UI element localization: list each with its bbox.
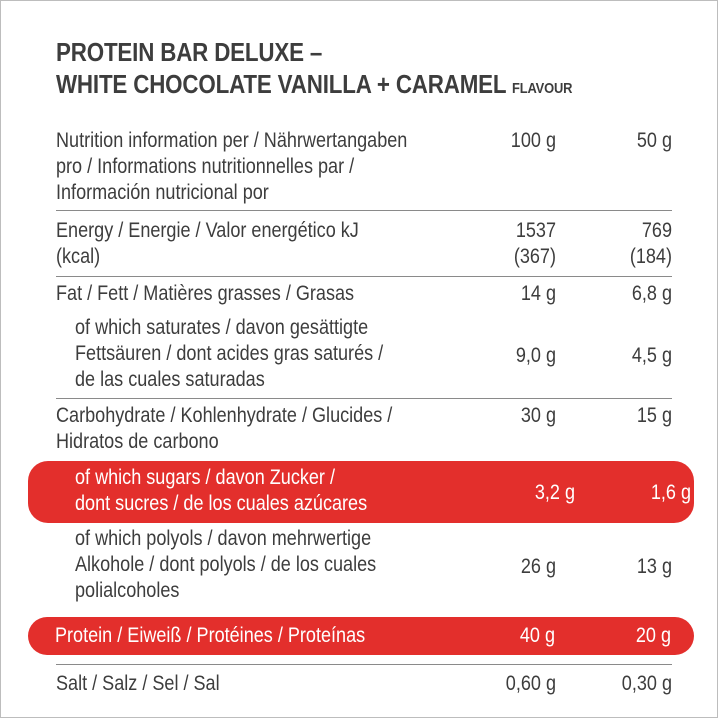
row-label: Protein / Eiweiß / Protéines / Proteínas bbox=[55, 624, 366, 647]
sugars-highlight: of which sugars / davon Zucker / dont su… bbox=[28, 461, 694, 523]
row-value-50g: 1,6 g bbox=[650, 481, 691, 504]
row-value-100g: 40 g bbox=[519, 624, 555, 647]
title-line-2-text: WHITE CHOCOLATE VANILLA + CARAMEL bbox=[56, 69, 507, 99]
row-label: Fat / Fett / Matières grasses / Grasas bbox=[56, 282, 355, 305]
row-value-50g: 0,30 g bbox=[621, 672, 672, 695]
table-row-carbohydrate: Carbohydrate / Kohlenhydrate / Glucides … bbox=[56, 403, 672, 457]
row-label: Carbohydrate / Kohlenhydrate / Glucides … bbox=[56, 404, 393, 453]
header-label: Nutrition information per / Nährwertanga… bbox=[56, 129, 408, 204]
row-label: Salt / Salz / Sel / Sal bbox=[56, 672, 220, 695]
table-header: Nutrition information per / Nährwertanga… bbox=[56, 128, 672, 206]
row-label: of which saturates / davon gesättigte Fe… bbox=[75, 316, 384, 391]
table-row-sugars: of which sugars / davon Zucker / dont su… bbox=[75, 465, 691, 519]
row-value-50g: 13 g bbox=[636, 555, 672, 578]
row-value-100g: 9,0 g bbox=[515, 344, 556, 367]
header-col-50g: 50 g bbox=[636, 129, 672, 152]
flavour-suffix: FLAVOUR bbox=[512, 80, 573, 97]
row-value-50g: 6,8 g bbox=[631, 282, 672, 305]
title-line-2: WHITE CHOCOLATE VANILLA + CARAMEL FLAVOU… bbox=[56, 68, 572, 105]
row-label: Energy / Energie / Valor energético kJ (… bbox=[56, 219, 359, 268]
product-title: PROTEIN BAR DELUXE – WHITE CHOCOLATE VAN… bbox=[56, 36, 572, 105]
protein-highlight: Protein / Eiweiß / Protéines / Proteínas… bbox=[28, 617, 694, 655]
table-row-salt: Salt / Salz / Sel / Sal 0,60 g 0,30 g bbox=[56, 671, 672, 697]
divider bbox=[56, 664, 672, 665]
divider bbox=[56, 276, 672, 277]
row-value-50g: 15 g bbox=[636, 404, 672, 427]
row-value-50g: 4,5 g bbox=[631, 344, 672, 367]
row-value-100g: 26 g bbox=[520, 555, 556, 578]
row-value-50g: 20 g bbox=[635, 624, 671, 647]
table-row-fat: Fat / Fett / Matières grasses / Grasas 1… bbox=[56, 281, 672, 307]
table-row-energy: Energy / Energie / Valor energético kJ (… bbox=[56, 218, 672, 270]
row-label: of which sugars / davon Zucker / dont su… bbox=[75, 466, 368, 515]
row-value-100g: 14 g bbox=[520, 282, 556, 305]
table-row-polyols: of which polyols / davon mehrwertige Alk… bbox=[56, 526, 672, 606]
row-value-100g: 3,2 g bbox=[534, 481, 575, 504]
title-line-1: PROTEIN BAR DELUXE – bbox=[56, 37, 323, 67]
divider bbox=[56, 398, 672, 399]
row-value-100g: 0,60 g bbox=[505, 672, 556, 695]
row-value-50g: 769 (184) bbox=[629, 219, 672, 268]
row-label: of which polyols / davon mehrwertige Alk… bbox=[75, 527, 377, 602]
row-value-100g: 1537 (367) bbox=[513, 219, 556, 268]
table-row-protein: Protein / Eiweiß / Protéines / Proteínas… bbox=[55, 623, 671, 649]
divider bbox=[56, 210, 672, 211]
table-row-saturates: of which saturates / davon gesättigte Fe… bbox=[56, 315, 672, 395]
header-col-100g: 100 g bbox=[510, 129, 556, 152]
row-value-100g: 30 g bbox=[520, 404, 556, 427]
